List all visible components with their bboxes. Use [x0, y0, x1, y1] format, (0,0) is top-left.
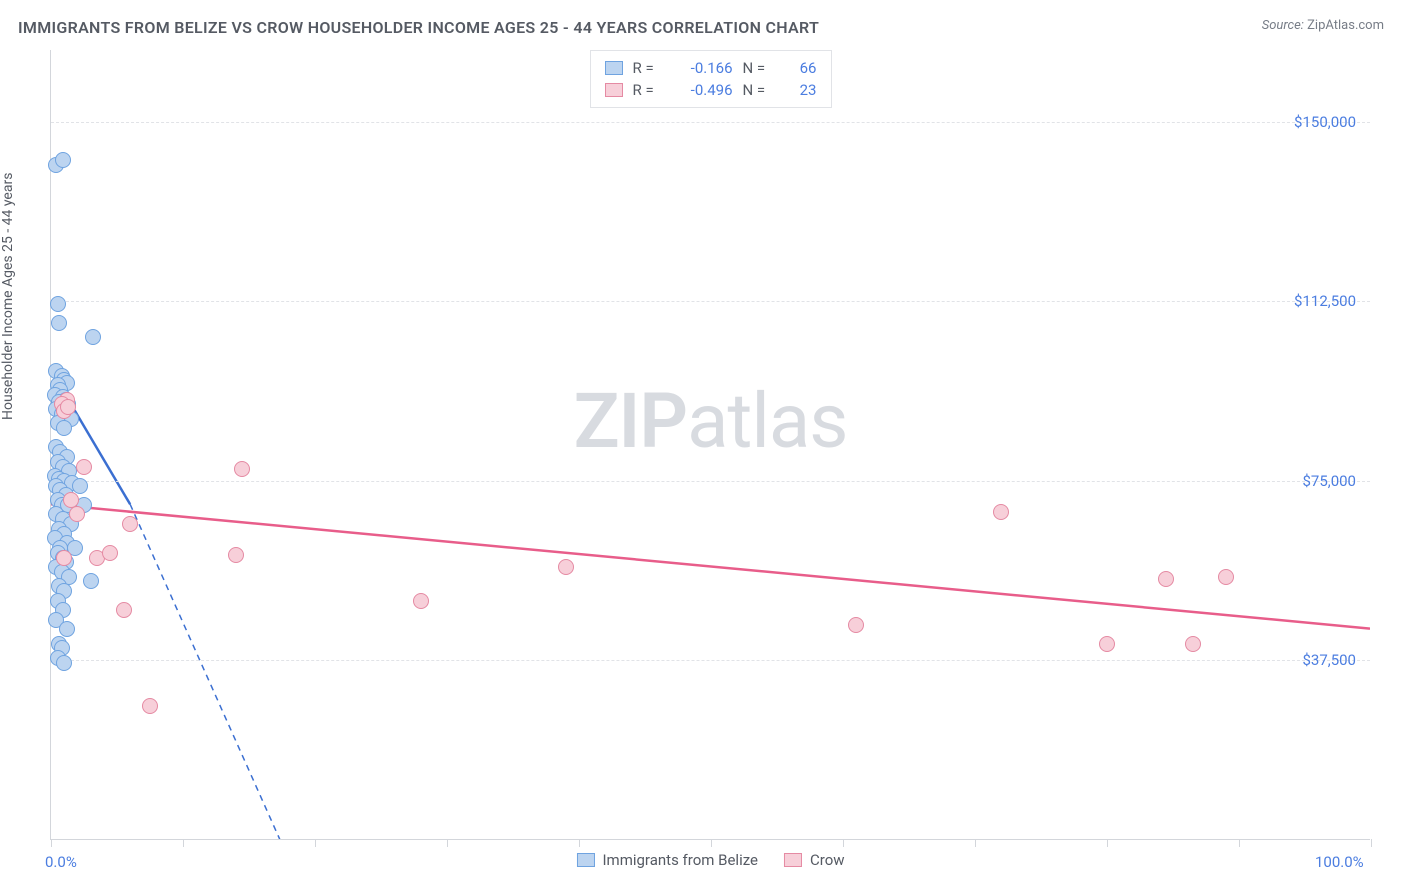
legend-correlation-box: R = -0.166 N = 66 R = -0.496 N = 23	[590, 50, 832, 108]
legend-swatch	[605, 83, 623, 97]
legend-swatch	[605, 61, 623, 75]
y-tick-label: $112,500	[1294, 292, 1356, 310]
legend-n-value: 66	[787, 59, 817, 77]
scatter-point	[59, 621, 75, 637]
scatter-point	[72, 478, 88, 494]
scatter-point	[848, 617, 864, 633]
scatter-point	[558, 559, 574, 575]
gridline	[51, 301, 1370, 302]
legend-n-label: N =	[743, 59, 777, 77]
legend-n-label: N =	[743, 81, 777, 99]
trend-lines-layer	[51, 50, 1370, 839]
scatter-point	[56, 550, 72, 566]
legend-r-label: R =	[633, 59, 667, 77]
watermark: ZIPatlas	[574, 376, 848, 466]
gridline	[51, 481, 1370, 482]
legend-n-value: 23	[787, 81, 817, 99]
scatter-point	[56, 655, 72, 671]
scatter-point	[50, 296, 66, 312]
legend-series-label: Crow	[810, 851, 845, 869]
scatter-point	[56, 420, 72, 436]
scatter-point	[60, 399, 76, 415]
x-tick	[579, 839, 580, 847]
source-value: ZipAtlas.com	[1307, 18, 1384, 33]
scatter-point	[142, 698, 158, 714]
watermark-zip: ZIP	[574, 376, 688, 466]
x-tick-label: 100.0%	[1315, 853, 1364, 871]
scatter-point	[51, 315, 67, 331]
scatter-point	[69, 506, 85, 522]
legend-r-value: -0.496	[677, 81, 733, 99]
x-tick	[447, 839, 448, 847]
x-tick	[1371, 839, 1372, 847]
x-tick	[1107, 839, 1108, 847]
legend-swatch	[576, 853, 594, 867]
scatter-point	[1158, 571, 1174, 587]
y-tick-label: $37,500	[1302, 651, 1356, 669]
x-tick	[711, 839, 712, 847]
gridline	[51, 660, 1370, 661]
x-tick	[315, 839, 316, 847]
legend-correlation-row: R = -0.166 N = 66	[605, 57, 817, 79]
plot-area: ZIPatlas R =-0.166N =66R =-0.496N =23 Im…	[50, 50, 1370, 840]
legend-series-item: Crow	[784, 851, 845, 869]
x-tick	[1239, 839, 1240, 847]
scatter-point	[55, 152, 71, 168]
legend-correlation-row: R = -0.496 N = 23	[605, 79, 817, 101]
x-tick	[183, 839, 184, 847]
scatter-point	[1218, 569, 1234, 585]
legend-r-label: R =	[633, 81, 667, 99]
scatter-point	[228, 547, 244, 563]
watermark-atlas: atlas	[687, 376, 847, 466]
scatter-point	[76, 459, 92, 475]
source-label: Source:	[1262, 18, 1304, 33]
x-tick-label: 0.0%	[45, 853, 77, 871]
legend-series: Immigrants from Belize Crow	[576, 851, 844, 869]
y-axis-title: Householder Income Ages 25 - 44 years	[0, 173, 16, 420]
legend-series-item: Immigrants from Belize	[576, 851, 758, 869]
chart-title: IMMIGRANTS FROM BELIZE VS CROW HOUSEHOLD…	[18, 18, 819, 37]
legend-series-label: Immigrants from Belize	[602, 851, 758, 869]
scatter-point	[993, 504, 1009, 520]
x-tick	[843, 839, 844, 847]
legend-swatch	[784, 853, 802, 867]
scatter-point	[1185, 636, 1201, 652]
scatter-point	[413, 593, 429, 609]
scatter-point	[102, 545, 118, 561]
scatter-point	[1099, 636, 1115, 652]
scatter-point	[122, 516, 138, 532]
source-attribution: Source: ZipAtlas.com	[1262, 18, 1384, 33]
scatter-point	[116, 602, 132, 618]
scatter-point	[83, 573, 99, 589]
trend-line	[51, 504, 1370, 628]
scatter-point	[85, 329, 101, 345]
y-tick-label: $75,000	[1302, 472, 1356, 490]
x-tick	[51, 839, 52, 847]
x-tick	[975, 839, 976, 847]
y-tick-label: $150,000	[1294, 113, 1356, 131]
scatter-point	[234, 461, 250, 477]
legend-r-value: -0.166	[677, 59, 733, 77]
gridline	[51, 122, 1370, 123]
